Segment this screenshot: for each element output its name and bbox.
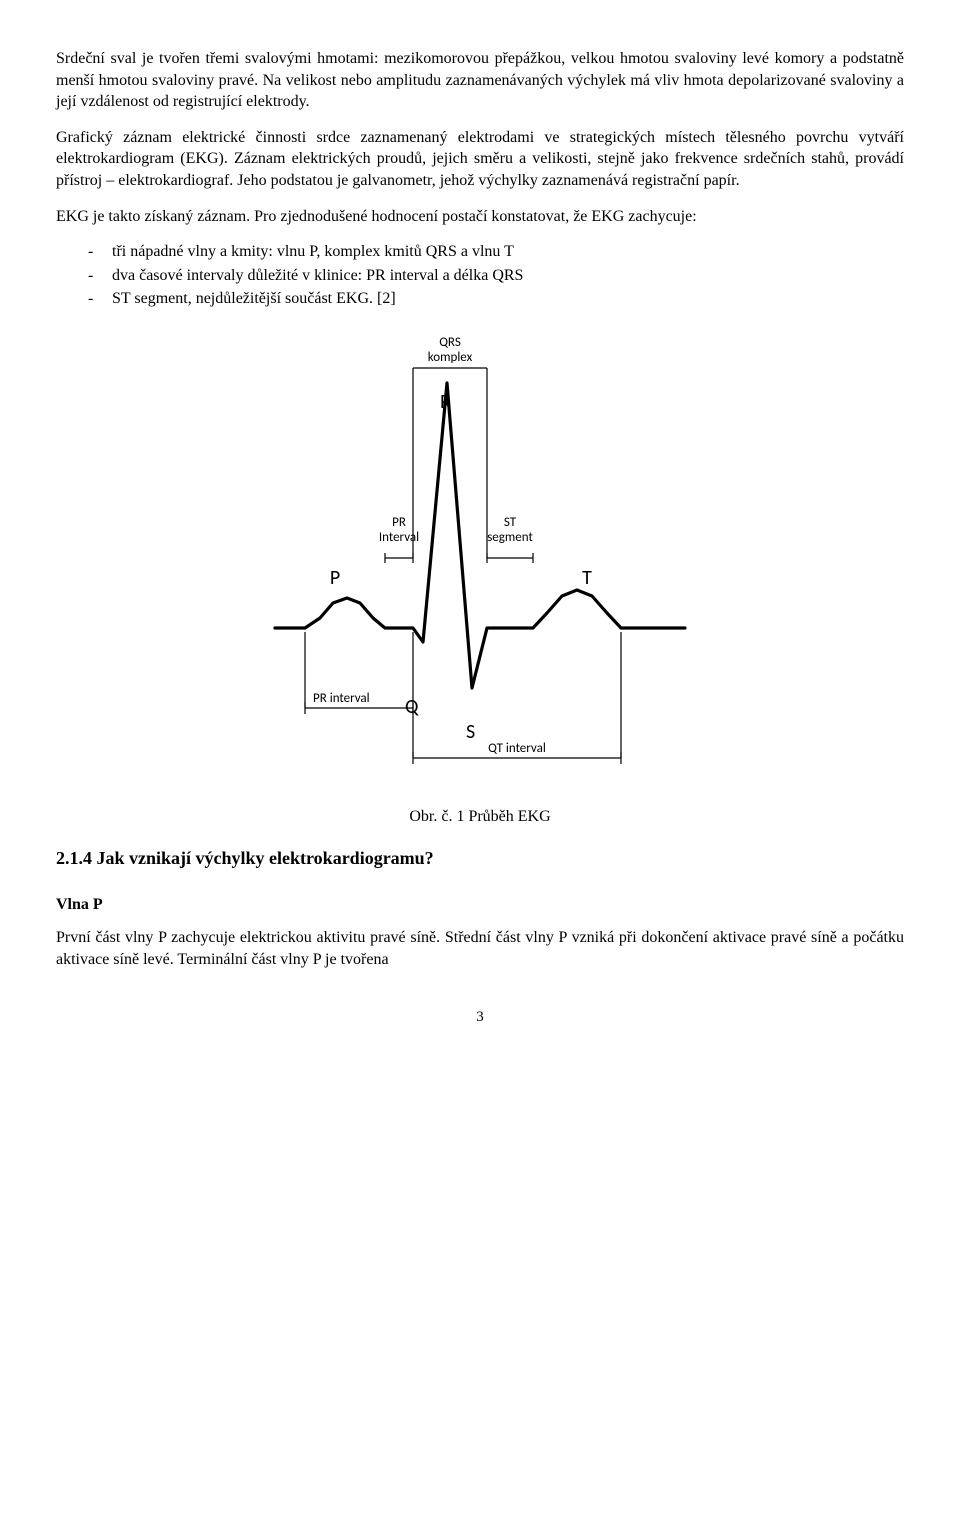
svg-text:segment: segment xyxy=(487,530,533,545)
svg-text:komplex: komplex xyxy=(428,350,473,365)
bullet-list: tři nápadné vlny a kmity: vlnu P, komple… xyxy=(56,241,904,310)
bullet-item-1: tři nápadné vlny a kmity: vlnu P, komple… xyxy=(112,241,904,263)
svg-text:ST: ST xyxy=(504,515,517,530)
section-heading: 2.1.4 Jak vznikají výchylky elektrokardi… xyxy=(56,846,904,870)
bullet-item-2: dva časové intervaly důležité v klinice:… xyxy=(112,265,904,287)
bullet-item-3: ST segment, nejdůležitější součást EKG. … xyxy=(112,288,904,310)
page-number: 3 xyxy=(56,1007,904,1027)
svg-text:P: P xyxy=(330,566,340,590)
svg-text:S: S xyxy=(466,720,475,744)
svg-text:QRS: QRS xyxy=(439,335,461,350)
paragraph-2: Grafický záznam elektrické činnosti srdc… xyxy=(56,127,904,192)
svg-text:Interval: Interval xyxy=(379,530,419,545)
svg-text:T: T xyxy=(582,566,592,590)
paragraph-3: EKG je takto získaný záznam. Pro zjednod… xyxy=(56,206,904,228)
svg-text:PR interval: PR interval xyxy=(313,691,370,706)
subheading-vlna-p: Vlna P xyxy=(56,894,904,916)
paragraph-1: Srdeční sval je tvořen třemi svalovými h… xyxy=(56,48,904,113)
ekg-figure: QRSkomplex R PRInterval STsegment P T Q S PR int… xyxy=(56,328,904,798)
paragraph-4: První část vlny P zachycuje elektrickou … xyxy=(56,927,904,970)
figure-caption: Obr. č. 1 Průběh EKG xyxy=(56,806,904,828)
ekg-diagram-svg: QRSkomplex R PRInterval STsegment P T Q S PR int… xyxy=(265,328,695,798)
svg-text:PR: PR xyxy=(392,515,406,530)
svg-text:R: R xyxy=(440,390,451,414)
svg-text:QT interval: QT interval xyxy=(488,741,546,756)
svg-text:Q: Q xyxy=(405,695,419,719)
